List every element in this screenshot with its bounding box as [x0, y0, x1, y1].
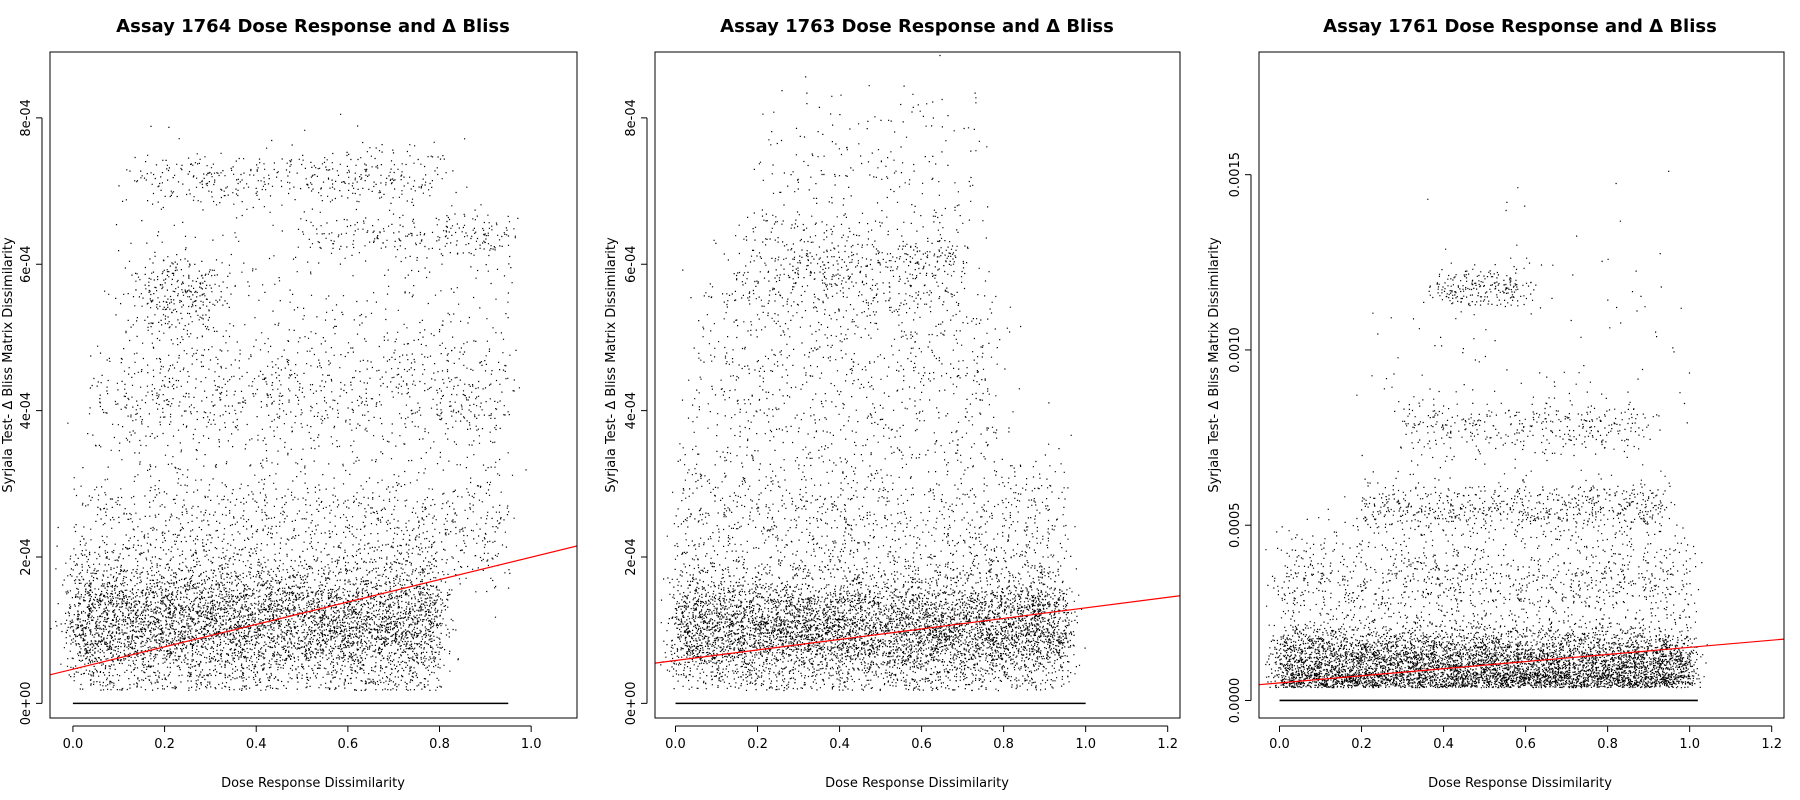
- chart-marks: 0.0 0.2 0.4 0.6 0.8 1.0 1.2 0e+00 2e-04 4e-04 6e-0…: [624, 99, 1180, 752]
- y-tick-label: 2e-04: [19, 538, 34, 576]
- x-tick-label: 0.8: [993, 737, 1014, 752]
- plot-frame: [1258, 51, 1785, 719]
- panel-assay-1763: Assay 1763 Dose Response and Δ Bliss Syr…: [604, 16, 1181, 791]
- y-tick-label: 0.0015: [1228, 152, 1243, 198]
- y-axis-label: Syrjala Test- Δ Bliss Matrix Dissimilari…: [1207, 237, 1222, 493]
- x-tick-label: 1.0: [1679, 737, 1700, 752]
- x-axis-label: Dose Response Dissimilarity: [825, 776, 1009, 791]
- chart-marks: 0.0 0.2 0.4 0.6 0.8 1.0 0e+00 2e-04 4e-04 6e-04 8e…: [19, 99, 577, 752]
- x-tick-label: 0.4: [1433, 737, 1454, 752]
- y-tick-label: 8e-04: [19, 99, 34, 137]
- scatter-points: [660, 54, 1086, 705]
- y-axis-label: Syrjala Test- Δ Bliss Matrix Dissimilari…: [604, 237, 619, 493]
- panel-assay-1764: Assay 1764 Dose Response and Δ Bliss Syr…: [1, 16, 578, 791]
- panel-title: Assay 1761 Dose Response and Δ Bliss: [1323, 16, 1717, 37]
- y-tick-label: 0.0010: [1228, 327, 1243, 373]
- x-tick-label: 1.2: [1761, 737, 1782, 752]
- regression-line: [655, 595, 1180, 664]
- y-tick-label: 0e+00: [19, 682, 34, 726]
- y-tick-label: 4e-04: [624, 392, 639, 430]
- x-tick-label: 0.0: [1269, 737, 1290, 752]
- y-tick-label: 0.0000: [1228, 678, 1243, 724]
- y-tick-label: 0.0005: [1228, 502, 1243, 548]
- x-tick-label: 1.2: [1157, 737, 1178, 752]
- x-tick-label: 0.8: [1597, 737, 1618, 752]
- data-points: [50, 113, 527, 691]
- x-tick-label: 1.0: [521, 737, 542, 752]
- panel-title: Assay 1764 Dose Response and Δ Bliss: [116, 16, 510, 37]
- plot-frame: [49, 51, 578, 719]
- x-tick-label: 0.2: [154, 737, 175, 752]
- x-tick-label: 0.6: [1515, 737, 1536, 752]
- y-tick-label: 6e-04: [624, 245, 639, 283]
- x-tick-label: 0.2: [747, 737, 768, 752]
- plot-frame: [654, 51, 1181, 719]
- x-tick-label: 0.6: [338, 737, 359, 752]
- y-tick-label: 2e-04: [624, 538, 639, 576]
- regression-line: [50, 545, 577, 676]
- panel-title: Assay 1763 Dose Response and Δ Bliss: [720, 16, 1114, 37]
- y-axis-label: Syrjala Test- Δ Bliss Matrix Dissimilari…: [1, 237, 16, 493]
- x-tick-label: 0.0: [63, 737, 84, 752]
- x-tick-label: 0.2: [1351, 737, 1372, 752]
- chart-marks: 0.0 0.2 0.4 0.6 0.8 1.0 1.2 0.0000 0.0005 0.0010 0…: [1228, 152, 1784, 752]
- data-points: [660, 54, 1086, 692]
- panel-assay-1761: Assay 1761 Dose Response and Δ Bliss Syr…: [1207, 16, 1785, 791]
- x-tick-label: 0.4: [829, 737, 850, 752]
- regression-line: [1259, 638, 1784, 686]
- x-tick-label: 1.0: [1075, 737, 1096, 752]
- x-axis-label: Dose Response Dissimilarity: [221, 776, 405, 791]
- x-tick-label: 0.8: [429, 737, 450, 752]
- y-tick-label: 4e-04: [19, 392, 34, 430]
- y-tick-label: 0e+00: [624, 682, 639, 726]
- x-axis-label: Dose Response Dissimilarity: [1428, 776, 1612, 791]
- y-tick-label: 6e-04: [19, 245, 34, 283]
- scatter-points: [1265, 170, 1708, 702]
- x-tick-label: 0.6: [911, 737, 932, 752]
- y-tick-label: 8e-04: [624, 99, 639, 137]
- data-points: [1265, 170, 1708, 689]
- x-tick-label: 0.0: [665, 737, 686, 752]
- x-tick-label: 0.4: [246, 737, 267, 752]
- scatter-points: [50, 113, 527, 705]
